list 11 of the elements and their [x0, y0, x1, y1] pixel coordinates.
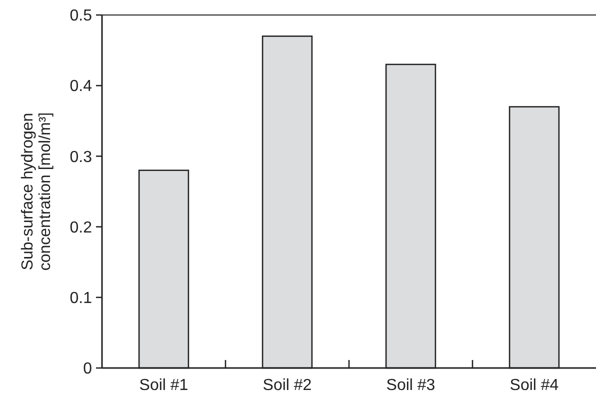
y-tick-label: 0.3	[70, 148, 92, 166]
y-tick-label: 0.4	[70, 78, 92, 96]
x-tick-label: Soil #2	[262, 377, 312, 394]
y-axis-title: Sub-surface hydrogen concentration [mol/m³]	[19, 112, 54, 271]
y-tick-label: 0.5	[70, 8, 92, 25]
y-tick-label: 0.2	[70, 219, 92, 236]
x-tick-label: Soil #1	[139, 377, 188, 394]
x-tick-label: Soil #3	[386, 377, 436, 394]
y-tick-label: 0	[83, 360, 92, 378]
x-tick-label: Soil #4	[510, 377, 559, 394]
y-tick-label: 0.1	[70, 290, 92, 307]
